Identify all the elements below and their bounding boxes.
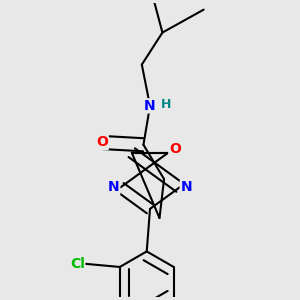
Text: O: O	[96, 136, 108, 149]
Text: N: N	[180, 180, 192, 194]
Text: Cl: Cl	[70, 257, 85, 271]
Text: H: H	[161, 98, 172, 111]
Text: N: N	[108, 180, 120, 194]
Text: O: O	[169, 142, 181, 156]
Text: N: N	[144, 99, 156, 113]
